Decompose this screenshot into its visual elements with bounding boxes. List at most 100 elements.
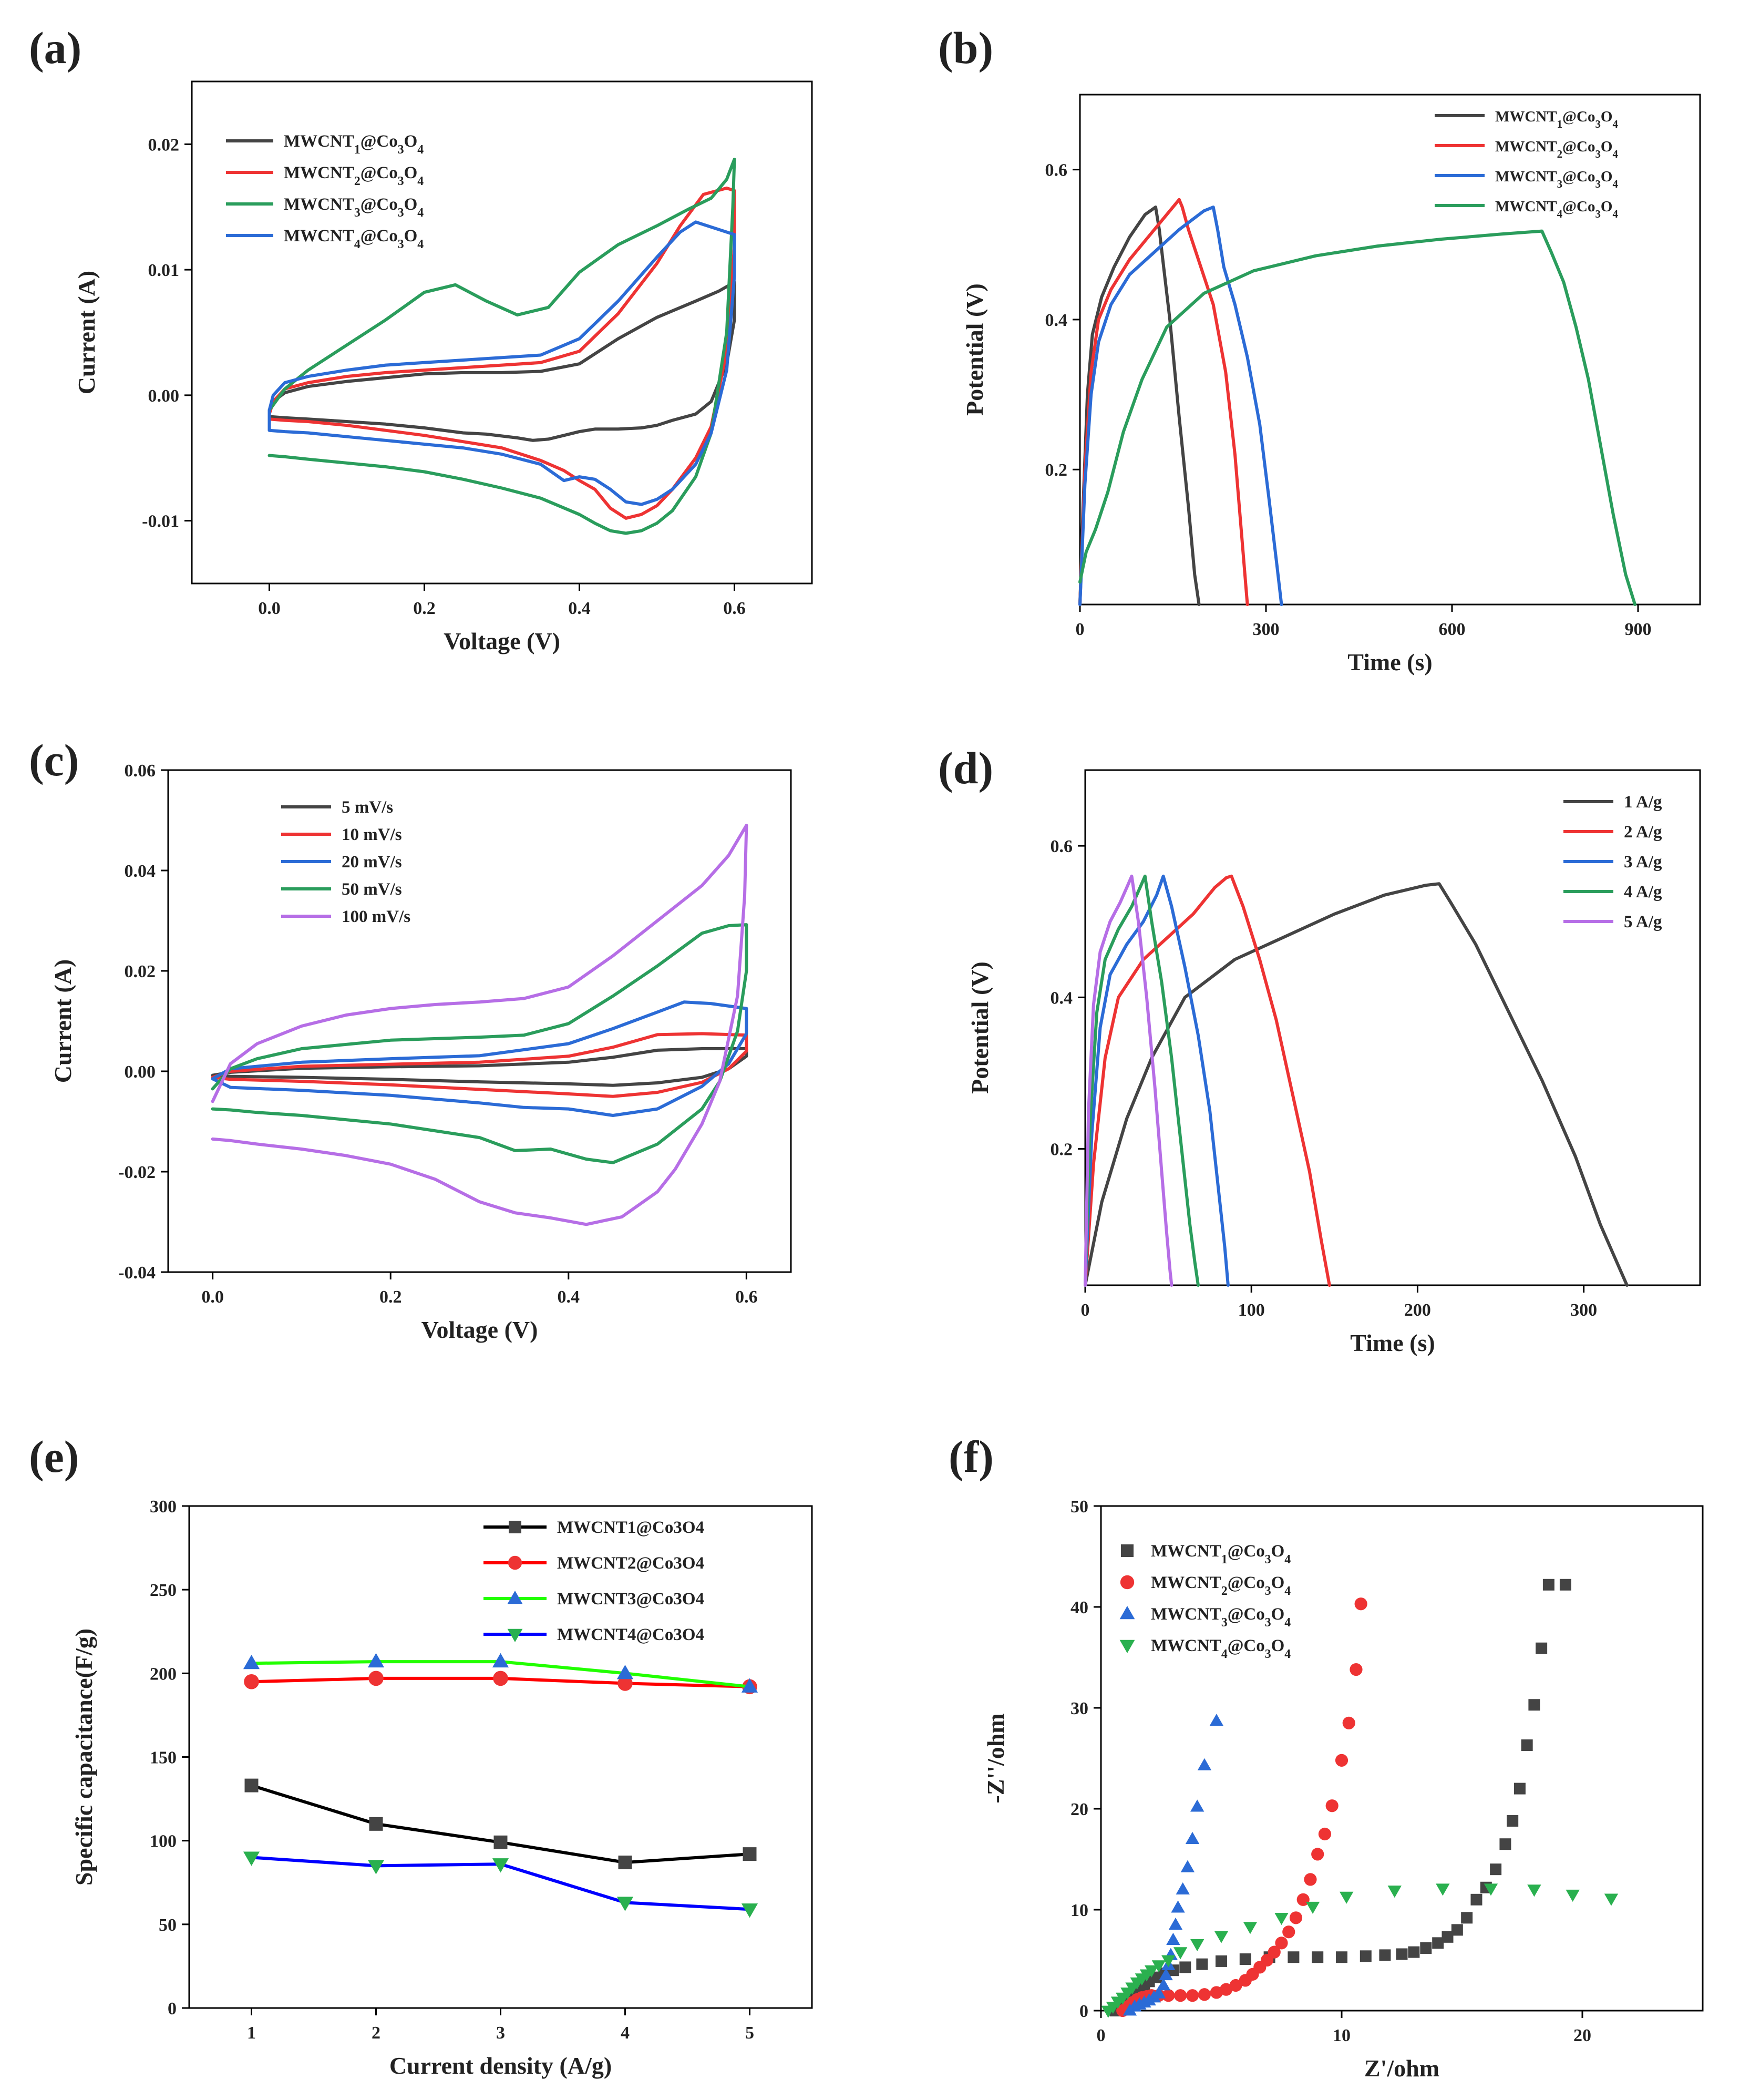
data-point bbox=[492, 1858, 509, 1873]
legend: MWCNT1@Co3O4 MWCNT2@Co3O4 MWCNT3@Co3O4 MWCN… bbox=[1119, 1542, 1291, 1661]
series-group bbox=[211, 824, 748, 1226]
y-tick-label: 100 bbox=[150, 1832, 177, 1851]
panel-label: (f) bbox=[949, 1431, 994, 1482]
data-point bbox=[1288, 1951, 1300, 1963]
x-tick-label: 0 bbox=[1081, 1300, 1090, 1320]
legend-label: MWCNT1@Co3O4 bbox=[284, 132, 424, 157]
data-point bbox=[1171, 1900, 1185, 1913]
series-line bbox=[1084, 874, 1331, 1287]
x-tick-label: 4 bbox=[621, 2023, 630, 2043]
legend-label: 3 A/g bbox=[1624, 853, 1662, 872]
legend: MWCNT1@Co3O4 MWCNT2@Co3O4 MWCNT3@Co3O4 MWCN… bbox=[1435, 108, 1618, 220]
y-tick-label: -0.02 bbox=[118, 1163, 156, 1182]
x-axis-title: Current density (A/g) bbox=[389, 2052, 612, 2079]
x-tick-label: 20 bbox=[1573, 2026, 1591, 2045]
y-tick-label: 10 bbox=[1070, 1901, 1088, 1920]
data-point bbox=[369, 1817, 383, 1831]
data-point bbox=[1461, 1912, 1473, 1924]
legend: MWCNT1@Co3O4 MWCNT2@Co3O4 MWCNT3@Co3O4 MWCN… bbox=[226, 132, 424, 251]
data-point bbox=[1311, 1848, 1324, 1861]
x-tick-label: 0.0 bbox=[258, 599, 281, 618]
data-point bbox=[617, 1676, 633, 1691]
data-point bbox=[1296, 1893, 1310, 1906]
y-tick-label: 0.00 bbox=[125, 1062, 156, 1082]
data-point bbox=[1536, 1642, 1548, 1654]
x-axis-title: Voltage (V) bbox=[421, 1316, 538, 1343]
data-point bbox=[1318, 1827, 1332, 1841]
y-tick-label: 0.00 bbox=[148, 386, 180, 406]
data-point bbox=[1559, 1579, 1571, 1591]
y-axis-title: Potential (V) bbox=[966, 961, 993, 1094]
y-tick-label: 200 bbox=[150, 1664, 177, 1684]
x-tick-label: 0.6 bbox=[723, 599, 746, 618]
legend-marker bbox=[507, 1628, 523, 1642]
y-tick-label: 0.2 bbox=[1045, 460, 1068, 480]
data-point bbox=[1566, 1889, 1580, 1902]
data-point bbox=[1243, 1922, 1258, 1934]
legend: 1 A/g 2 A/g 3 A/g 4 A/g 5 A/g bbox=[1563, 793, 1662, 931]
x-tick-label: 900 bbox=[1625, 620, 1652, 639]
legend-marker bbox=[1120, 1575, 1135, 1590]
series-line bbox=[1078, 198, 1249, 606]
data-point bbox=[1335, 1754, 1348, 1767]
legend-label: 10 mV/s bbox=[342, 825, 402, 844]
data-point bbox=[244, 1674, 259, 1689]
data-point bbox=[1396, 1948, 1408, 1960]
data-point bbox=[1274, 1913, 1289, 1925]
y-tick-label: 0.2 bbox=[1051, 1140, 1073, 1160]
data-point bbox=[1190, 1939, 1204, 1952]
legend-label: MWCNT3@Co3O4 bbox=[557, 1590, 704, 1609]
x-tick-label: 200 bbox=[1404, 1300, 1431, 1320]
data-point bbox=[1151, 1986, 1166, 1999]
series-line bbox=[1084, 874, 1200, 1287]
series-line bbox=[1084, 874, 1230, 1287]
series-line bbox=[211, 824, 748, 1226]
series-line bbox=[1078, 206, 1201, 606]
x-tick-label: 0.6 bbox=[735, 1287, 758, 1307]
legend-label: MWCNT3@Co3O4 bbox=[1151, 1605, 1291, 1630]
data-point bbox=[1436, 1883, 1450, 1896]
series-line bbox=[211, 1000, 748, 1117]
plot-frame bbox=[188, 1505, 813, 2009]
x-axis-title: Voltage (V) bbox=[444, 628, 560, 654]
legend: MWCNT1@Co3O4 MWCNT2@Co3O4 MWCNT3@Co3O4 MWCN… bbox=[483, 1518, 704, 1644]
legend-label: MWCNT3@Co3O4 bbox=[1495, 168, 1618, 190]
data-point bbox=[1514, 1783, 1526, 1795]
data-point bbox=[1432, 1937, 1444, 1949]
data-point bbox=[1166, 1932, 1180, 1945]
series-line bbox=[250, 1784, 751, 1865]
data-point bbox=[1354, 1597, 1367, 1611]
data-point bbox=[1174, 1989, 1187, 2002]
data-point bbox=[1490, 1863, 1502, 1876]
data-point bbox=[1360, 1950, 1372, 1962]
legend-label: MWCNT1@Co3O4 bbox=[1151, 1542, 1291, 1566]
x-axis-title: Z'/ohm bbox=[1364, 2055, 1439, 2082]
data-point bbox=[1176, 1882, 1190, 1894]
data-point bbox=[1179, 1961, 1191, 1973]
data-point bbox=[1289, 1911, 1303, 1924]
data-point bbox=[1275, 1937, 1288, 1950]
x-tick-label: 1 bbox=[247, 2023, 256, 2043]
legend-label: MWCNT3@Co3O4 bbox=[284, 195, 424, 220]
legend-marker bbox=[509, 1521, 521, 1533]
y-axis-title: -Z''/ohm bbox=[982, 1713, 1009, 1803]
plot-frame bbox=[1100, 1505, 1704, 2012]
y-tick-label: 30 bbox=[1070, 1699, 1088, 1718]
legend-label: 50 mV/s bbox=[342, 880, 402, 899]
data-point bbox=[1229, 1979, 1242, 1992]
y-tick-label: 0.6 bbox=[1045, 161, 1068, 180]
data-point bbox=[1542, 1579, 1554, 1591]
legend-label: MWCNT2@Co3O4 bbox=[1495, 138, 1618, 160]
data-point bbox=[1470, 1893, 1482, 1906]
data-point bbox=[368, 1671, 384, 1686]
data-point bbox=[1197, 1758, 1212, 1770]
x-tick-label: 0.4 bbox=[568, 599, 591, 618]
data-point bbox=[243, 1851, 260, 1866]
series-line bbox=[211, 1032, 748, 1098]
data-point bbox=[1499, 1838, 1511, 1850]
data-point bbox=[1527, 1884, 1541, 1897]
x-tick-label: 0.0 bbox=[201, 1287, 224, 1307]
data-point bbox=[1209, 1714, 1224, 1726]
